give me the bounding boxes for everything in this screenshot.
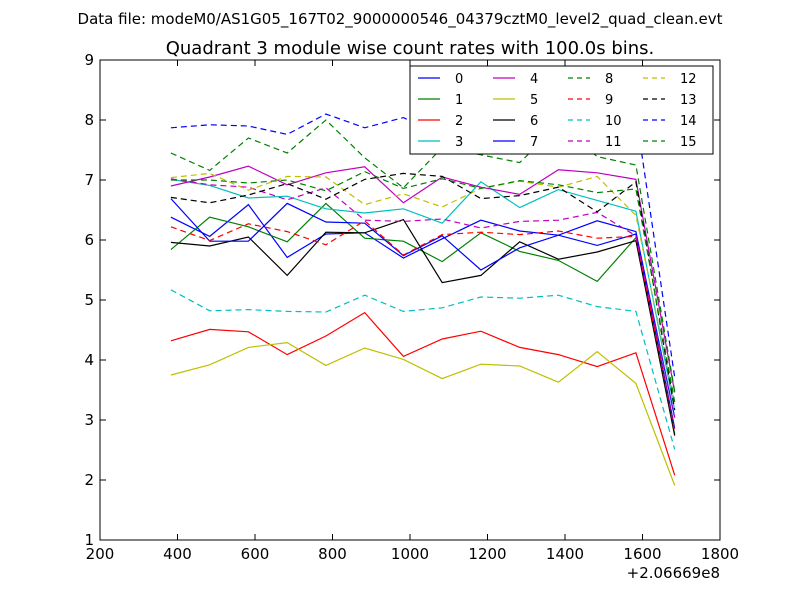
series-7-line xyxy=(170,198,676,429)
y-tick-label: 9 xyxy=(84,51,94,69)
legend-label-4: 4 xyxy=(530,72,538,87)
legend-label-8: 8 xyxy=(605,72,613,87)
series-6-line xyxy=(170,218,676,436)
y-tick-label: 1 xyxy=(84,531,94,549)
ticks-layer: 200 400 600 800 1000 1200 1400 1600 180012345678… xyxy=(84,51,739,563)
legend-label-6: 6 xyxy=(530,114,538,129)
file-caption: Data file: modeM0/AS1G05_167T02_90000005… xyxy=(78,10,723,29)
legend-label-9: 9 xyxy=(605,93,613,108)
series-10-line xyxy=(170,289,676,450)
x-offset-label: +2.06669e8 xyxy=(627,564,720,582)
legend-label-1: 1 xyxy=(455,93,463,108)
series-8-line xyxy=(170,119,676,392)
legend-label-12: 12 xyxy=(680,72,697,87)
legend-label-15: 15 xyxy=(680,135,697,150)
y-tick-label: 6 xyxy=(84,231,94,249)
y-tick-label: 3 xyxy=(84,411,94,429)
legend-label-0: 0 xyxy=(455,72,463,87)
x-tick-label: 1000 xyxy=(391,545,429,563)
legend-label-7: 7 xyxy=(530,135,538,150)
x-tick-label: 1600 xyxy=(623,545,661,563)
series-13-line xyxy=(170,172,676,410)
legend-label-5: 5 xyxy=(530,93,538,108)
x-tick-label: 600 xyxy=(241,545,270,563)
legend-label-13: 13 xyxy=(680,93,697,108)
series-11-line xyxy=(170,178,676,419)
y-tick-label: 2 xyxy=(84,471,94,489)
legend-label-11: 11 xyxy=(605,135,622,150)
x-tick-label: 400 xyxy=(163,545,192,563)
series-0-line xyxy=(170,203,676,418)
series-12-line xyxy=(170,172,676,403)
series-9-line xyxy=(170,220,676,432)
y-tick-label: 8 xyxy=(84,111,94,129)
series-5-line xyxy=(170,341,676,486)
series-2-line xyxy=(170,311,676,476)
x-tick-label: 1200 xyxy=(468,545,506,563)
series-layer xyxy=(170,97,676,486)
x-tick-label: 1400 xyxy=(546,545,584,563)
chart-title: Quadrant 3 module wise count rates with … xyxy=(166,38,655,59)
legend-label-3: 3 xyxy=(455,135,463,150)
y-tick-label: 4 xyxy=(84,351,94,369)
series-4-line xyxy=(170,165,676,393)
series-3-line xyxy=(170,178,676,411)
y-tick-label: 5 xyxy=(84,291,94,309)
legend-label-10: 10 xyxy=(605,114,622,129)
x-tick-label: 1800 xyxy=(701,545,739,563)
y-tick-label: 7 xyxy=(84,171,94,189)
x-tick-label: 200 xyxy=(86,545,115,563)
series-15-line xyxy=(170,170,676,403)
legend-label-2: 2 xyxy=(455,114,463,129)
x-tick-label: 800 xyxy=(318,545,347,563)
legend-label-14: 14 xyxy=(680,114,697,129)
legend-frame xyxy=(409,65,714,155)
